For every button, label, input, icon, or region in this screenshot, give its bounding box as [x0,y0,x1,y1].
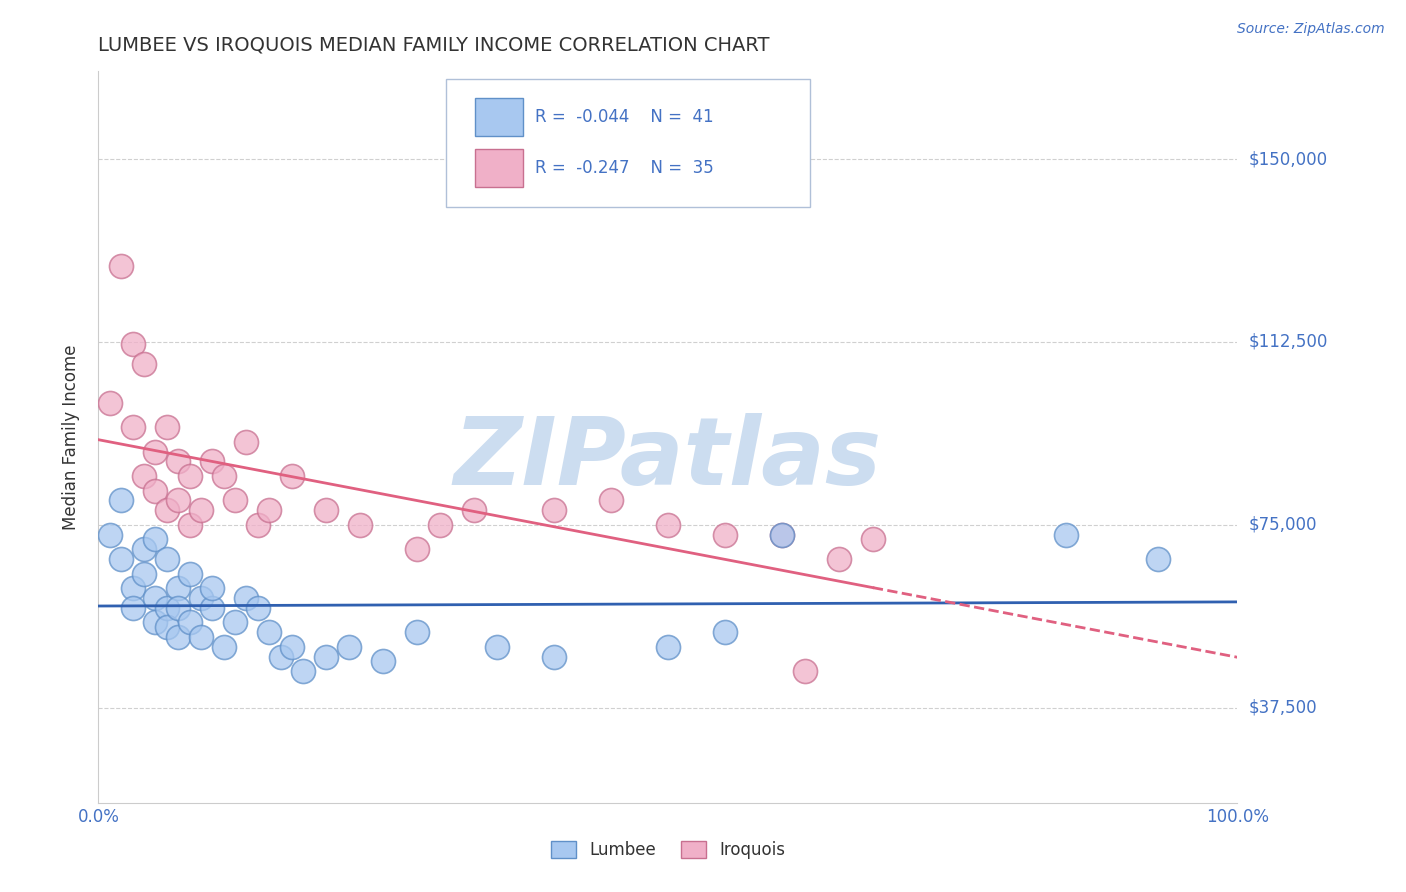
Point [121,600,143,615]
Point [600,493,623,508]
Point [463,503,485,517]
Point [235,434,257,449]
Point [145,533,167,547]
Point [98,527,121,541]
Point [167,630,190,644]
Point [201,600,224,615]
Point [179,517,201,532]
Text: Source: ZipAtlas.com: Source: ZipAtlas.com [1237,22,1385,37]
Point [486,640,509,654]
Point [167,600,190,615]
Point [190,591,212,605]
FancyBboxPatch shape [475,149,523,187]
Point [862,533,884,547]
Point [167,493,190,508]
Point [1146,552,1168,566]
Point [110,493,132,508]
Point [543,649,565,664]
Point [714,625,737,640]
Point [429,517,451,532]
Text: $75,000: $75,000 [1249,516,1317,533]
Point [190,630,212,644]
Point [156,552,179,566]
Point [156,620,179,634]
Point [337,640,360,654]
Point [190,503,212,517]
Point [714,527,737,541]
Text: R =  -0.247    N =  35: R = -0.247 N = 35 [534,159,713,177]
Point [110,552,132,566]
Text: $112,500: $112,500 [1249,333,1327,351]
Point [292,664,315,678]
Point [259,625,281,640]
Point [179,469,201,483]
Point [793,664,815,678]
Point [770,527,793,541]
Point [145,483,167,498]
Point [145,615,167,630]
FancyBboxPatch shape [475,98,523,136]
Text: LUMBEE VS IROQUOIS MEDIAN FAMILY INCOME CORRELATION CHART: LUMBEE VS IROQUOIS MEDIAN FAMILY INCOME … [98,36,770,54]
Point [224,493,246,508]
Point [110,260,132,274]
Point [179,615,201,630]
Point [246,600,269,615]
Text: $37,500: $37,500 [1249,698,1317,716]
Point [201,581,224,595]
Point [145,591,167,605]
Point [270,649,292,664]
Point [121,581,143,595]
Point [132,469,155,483]
Point [167,581,190,595]
Point [315,649,337,664]
Point [246,517,269,532]
Point [156,420,179,434]
Point [224,615,246,630]
Point [156,503,179,517]
Point [315,503,337,517]
Point [156,600,179,615]
Text: ZIPatlas: ZIPatlas [454,413,882,505]
FancyBboxPatch shape [446,78,810,207]
Point [770,527,793,541]
Point [132,542,155,557]
Point [657,517,679,532]
Point [371,654,394,668]
Point [406,625,429,640]
Point [167,454,190,468]
Point [179,566,201,581]
Point [828,552,851,566]
Y-axis label: Median Family Income: Median Family Income [62,344,80,530]
Point [132,566,155,581]
Point [212,640,235,654]
Point [657,640,679,654]
Point [259,503,281,517]
Point [235,591,257,605]
Legend: Lumbee, Iroquois: Lumbee, Iroquois [543,833,793,868]
Text: R =  -0.044    N =  41: R = -0.044 N = 41 [534,108,713,126]
Text: $150,000: $150,000 [1249,150,1327,168]
Point [543,503,565,517]
Point [98,396,121,410]
Point [132,357,155,371]
Point [406,542,429,557]
Point [281,469,304,483]
Point [201,454,224,468]
Point [121,420,143,434]
Point [281,640,304,654]
Point [145,444,167,458]
Point [1054,527,1078,541]
Point [121,337,143,351]
Point [349,517,371,532]
Point [212,469,235,483]
